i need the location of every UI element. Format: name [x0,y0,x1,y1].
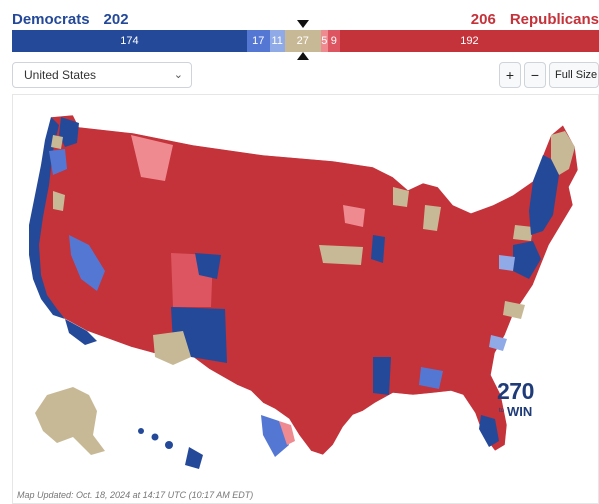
pa-lean-dem [499,255,515,271]
republicans-total: 206 Republicans [471,11,599,28]
maine-tossup [551,131,575,175]
mt-lean-rep [131,135,173,181]
ga-dem [419,367,443,389]
tx-south-dem [261,415,289,457]
ms-dem [373,357,391,395]
us-district-map[interactable] [13,95,599,504]
bar-segment-lean-dem: 11 [269,30,285,52]
ny-nj-dem [513,241,541,279]
fl-dem [479,415,499,447]
bar-segment-likely-dem: 17 [246,30,270,52]
socal-dem [65,319,97,345]
co-dem [195,253,221,279]
az-tossup [153,331,191,365]
bar-segment-likely-rep: 9 [327,30,340,52]
ny-tossup [513,225,533,241]
full-size-button[interactable]: Full Size [549,62,599,88]
seat-count-bar: 174 17 11 27 5 9 192 [12,30,599,52]
region-select[interactable]: United States ⌄ [12,62,192,88]
contiguous-us-shape [28,114,579,456]
map-updated-note: Map Updated: Oct. 18, 2024 at 14:17 UTC … [17,490,254,500]
oregon-dem [49,149,67,175]
nevada-dem [69,235,105,291]
republicans-label: Republicans [509,11,599,28]
democrats-total: Democrats 202 [12,11,143,28]
va-tossup [503,301,525,319]
logo-to: to [499,408,505,414]
alaska-shape [35,387,105,455]
bar-segment-safe-rep: 192 [339,30,599,52]
totals-header: Democrats 202 206 Republicans [12,9,599,31]
region-select-value: United States [24,68,97,82]
chevron-down-icon: ⌄ [173,69,183,81]
hawaii-shape [138,428,203,469]
democrats-count: 202 [103,11,129,28]
tx-south-lean-rep [279,421,295,445]
mn-tossup [393,187,409,207]
logo-win: WIN [507,404,533,419]
wi-lean-rep [343,205,365,227]
democrats-label: Democrats [12,11,90,28]
zoom-in-button[interactable]: + [499,62,521,88]
triangle-marker-icon [297,20,309,28]
270towin-logo: 270 to WIN [497,378,557,424]
pacific-coast-dem [29,117,65,319]
wa-tossup [51,135,63,149]
republicans-count: 206 [470,11,496,28]
bar-segment-lean-rep: 5 [320,30,328,52]
bar-segment-safe-dem: 174 [12,30,247,52]
chicago-dem [371,235,385,263]
mi-tossup [423,205,441,231]
nc-lean-dem [489,335,507,351]
zoom-out-button[interactable]: − [524,62,546,88]
house-map-panel: 270 to WIN Map Updated: Oct. 18, 2024 at… [12,94,599,504]
ca-tossup [53,191,65,211]
seattle-dem [59,117,79,147]
triangle-marker-icon [297,52,309,60]
new-england-dem [529,155,559,235]
logo-number: 270 [497,378,534,404]
ne-tossup [319,245,363,265]
bar-segment-tossup: 27 [284,30,321,52]
